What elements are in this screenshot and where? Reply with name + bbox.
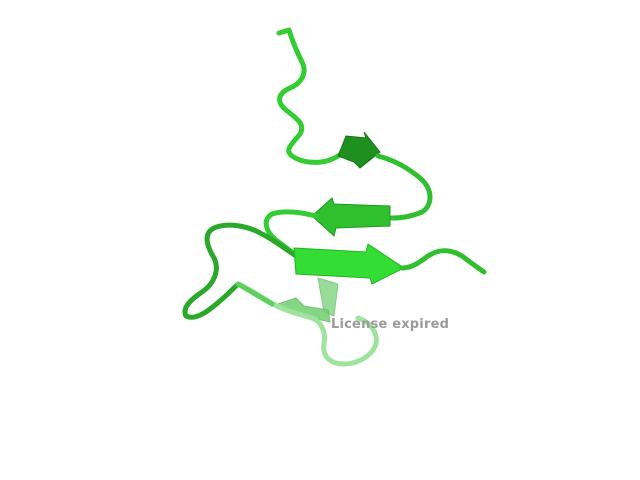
coil-lower-loop-front	[235, 281, 275, 307]
beta-strand-3	[293, 243, 405, 285]
license-watermark: License expired	[331, 317, 450, 332]
beta-strand-2	[311, 197, 391, 237]
coil-left-loop	[182, 222, 299, 320]
coil-turn-1	[375, 153, 433, 221]
coil-c-terminus	[399, 248, 487, 275]
beta-strand-4-faded	[317, 277, 339, 317]
coil-n-terminus	[276, 27, 351, 165]
beta-strand-1	[337, 131, 381, 169]
